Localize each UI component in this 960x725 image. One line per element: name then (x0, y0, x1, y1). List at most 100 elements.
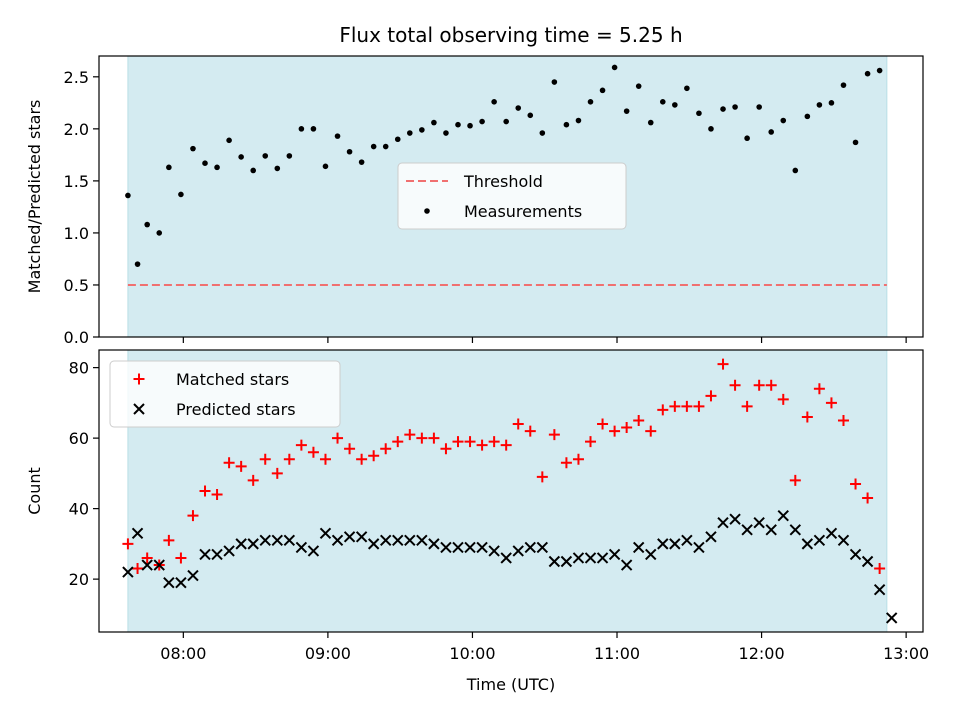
data-point (428, 538, 440, 550)
data-point (235, 460, 247, 472)
y-tick-label: 40 (69, 500, 89, 519)
data-point (572, 453, 584, 465)
data-point (307, 446, 319, 458)
x-tick-label: 08:00 (160, 644, 206, 663)
data-point (632, 541, 645, 554)
data-point (175, 576, 187, 589)
data-point (488, 545, 500, 557)
data-point (741, 524, 753, 536)
data-point (623, 108, 630, 114)
legend-box (397, 162, 627, 230)
data-point (563, 121, 570, 128)
data-point (864, 70, 871, 77)
data-point (536, 541, 549, 554)
data-point (199, 548, 211, 561)
data-point (144, 221, 150, 228)
data-point (153, 559, 165, 571)
data-point (645, 548, 657, 561)
data-point (202, 160, 208, 166)
data-point (850, 478, 862, 490)
data-point (331, 534, 344, 547)
data-point (813, 383, 825, 395)
data-point (163, 576, 175, 589)
data-point (307, 545, 320, 557)
series-dot (125, 64, 883, 267)
y-tick-label: 2.0 (64, 120, 89, 139)
y-axis-label: Count (25, 467, 44, 515)
data-point (443, 130, 449, 136)
data-point (199, 485, 211, 497)
data-point (717, 517, 729, 529)
data-point (596, 552, 609, 564)
data-point (536, 471, 548, 483)
data-point (777, 393, 789, 405)
data-point (491, 98, 497, 105)
data-point (862, 492, 874, 504)
data-point (852, 139, 859, 146)
data-point (404, 534, 416, 547)
data-point (440, 443, 452, 455)
data-point (780, 117, 787, 124)
legend: Matched stars Predicted stars (109, 360, 341, 428)
data-point (840, 82, 847, 88)
data-point (527, 112, 534, 119)
data-point (122, 538, 134, 550)
data-point (190, 145, 196, 152)
data-point (464, 541, 476, 554)
axes-frame (98, 349, 924, 633)
data-point (837, 534, 850, 547)
y-tick-label: 2.5 (64, 68, 89, 87)
data-point (370, 143, 377, 150)
data-point (175, 552, 187, 564)
data-point (271, 534, 283, 547)
data-point (356, 453, 368, 465)
data-point (166, 164, 172, 171)
y-axis-label: Matched/Predicted stars (25, 100, 44, 294)
data-point (512, 545, 524, 557)
data-point (597, 418, 609, 430)
data-point (238, 154, 244, 160)
x-tick-label: 11:00 (594, 644, 640, 663)
data-point (226, 137, 232, 144)
data-point (319, 453, 331, 465)
data-point (548, 429, 560, 441)
legend-dot-swatch (424, 208, 430, 214)
data-point (286, 153, 293, 159)
data-point (572, 552, 585, 564)
legend-plus-swatch (133, 373, 145, 385)
data-point (551, 79, 558, 85)
data-point (669, 400, 681, 412)
data-point (131, 527, 144, 540)
data-point (452, 436, 464, 448)
data-point (479, 118, 485, 125)
data-point (283, 534, 296, 547)
data-point (672, 102, 678, 108)
data-point (431, 119, 437, 126)
data-point (560, 555, 573, 568)
data-point (585, 436, 597, 448)
data-point (247, 474, 259, 486)
data-point (250, 167, 256, 174)
data-point (355, 531, 368, 543)
data-point (392, 534, 404, 547)
data-point (132, 563, 144, 575)
data-point (503, 118, 509, 125)
data-point (813, 534, 826, 547)
data-point (801, 538, 814, 550)
data-point (729, 379, 741, 391)
data-point (696, 110, 702, 117)
data-point (283, 453, 295, 465)
series-plus (122, 358, 886, 575)
data-point (741, 400, 753, 412)
data-point (645, 425, 657, 437)
data-point (705, 390, 717, 402)
legend: Threshold Measurements (397, 162, 627, 230)
data-point (476, 439, 488, 451)
data-point (382, 143, 389, 150)
data-point (560, 457, 572, 469)
data-point (693, 400, 705, 412)
series-x (122, 509, 898, 624)
data-point (861, 555, 874, 568)
data-point (392, 436, 404, 448)
